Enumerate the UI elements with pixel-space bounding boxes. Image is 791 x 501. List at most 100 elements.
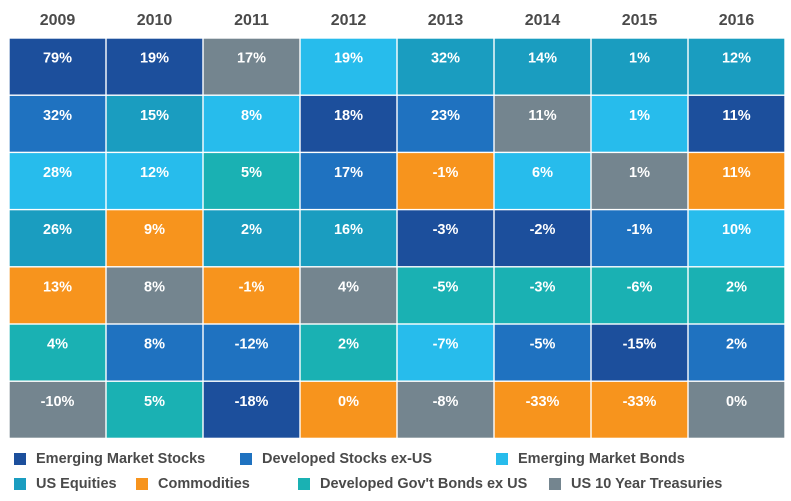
legend-item-emerging-market-stocks: Emerging Market Stocks	[14, 451, 240, 467]
cell-emerging-market-stocks	[397, 210, 494, 267]
legend-item-commodities: Commodities	[136, 476, 298, 492]
legend-label: US Equities	[36, 475, 117, 492]
cell-emerging-market-stocks	[203, 381, 300, 438]
cell-developed-stocks-ex-us	[688, 324, 785, 381]
year-header: 2015	[622, 12, 658, 29]
cell-value-label: 2%	[726, 337, 747, 353]
cell-commodities	[300, 381, 397, 438]
cell-emerging-market-stocks	[591, 324, 688, 381]
cell-value-label: 32%	[431, 51, 460, 67]
cell-value-label: 11%	[722, 165, 750, 181]
year-header: 2012	[331, 12, 367, 29]
cell-value-label: 2%	[241, 222, 262, 238]
cell-value-label: -6%	[627, 279, 653, 295]
cell-value-label: 0%	[726, 394, 747, 410]
cell-emerging-market-bonds	[591, 95, 688, 152]
cell-value-label: 5%	[144, 394, 165, 410]
cell-developed-stocks-ex-us	[106, 324, 203, 381]
cell-commodities	[591, 381, 688, 438]
legend-swatch	[240, 452, 252, 465]
cell-developed-stocks-ex-us	[300, 153, 397, 209]
cell-developed-govt-bonds-ex-us	[688, 267, 785, 324]
legend-swatch	[136, 477, 148, 490]
cell-value-label: 12%	[722, 51, 751, 67]
year-header: 2014	[525, 12, 561, 29]
cell-value-label: 19%	[140, 51, 169, 67]
cell-us-equities	[397, 38, 494, 95]
cell-value-label: -1%	[627, 222, 653, 238]
legend-swatch	[549, 477, 561, 490]
cell-developed-govt-bonds-ex-us	[494, 267, 591, 324]
legend-swatch	[496, 452, 508, 465]
legend-label: Emerging Market Bonds	[518, 450, 685, 467]
legend-label: Developed Stocks ex-US	[262, 450, 433, 467]
cell-developed-stocks-ex-us	[203, 324, 300, 381]
legend-label: Commodities	[158, 475, 250, 492]
cell-value-label: 1%	[629, 51, 650, 67]
cell-us-equities	[106, 95, 203, 152]
cell-emerging-market-stocks	[688, 95, 785, 152]
cell-value-label: 10%	[722, 222, 751, 238]
cell-us-equities	[203, 210, 300, 267]
cell-emerging-market-bonds	[9, 153, 106, 209]
cell-value-label: 1%	[629, 165, 650, 181]
cell-commodities	[9, 267, 106, 324]
year-header: 2013	[428, 12, 464, 29]
cell-us-10-year-treasuries	[494, 95, 591, 152]
cell-value-label: 32%	[43, 108, 72, 124]
cell-us-10-year-treasuries	[591, 153, 688, 209]
cell-value-label: 23%	[431, 108, 460, 124]
cell-value-label: 9%	[144, 222, 165, 238]
cells: 79% 32% 28% 26% 13% 4% -10% 19% 15% 12% 9% 8% 8% 5% 17…	[9, 38, 785, 438]
legend-item-emerging-market-bonds: Emerging Market Bonds	[496, 451, 685, 467]
cell-commodities	[494, 381, 591, 438]
cell-value-label: -7%	[433, 337, 459, 353]
cell-emerging-market-stocks	[106, 38, 203, 95]
cell-value-label: -5%	[530, 337, 556, 353]
cell-developed-govt-bonds-ex-us	[203, 153, 300, 209]
cell-value-label: -2%	[530, 222, 556, 238]
legend-swatch	[14, 452, 26, 465]
cell-value-label: 13%	[43, 279, 72, 295]
cell-value-label: 18%	[334, 108, 363, 124]
cell-us-10-year-treasuries	[300, 267, 397, 324]
cell-value-label: 8%	[144, 337, 165, 353]
cell-value-label: 2%	[338, 337, 359, 353]
cell-emerging-market-bonds	[106, 153, 203, 209]
cell-emerging-market-bonds	[300, 38, 397, 95]
cell-emerging-market-bonds	[397, 324, 494, 381]
year-header: 2011	[234, 12, 269, 29]
cell-value-label: 79%	[43, 51, 72, 67]
cell-value-label: 17%	[334, 165, 363, 181]
cell-value-label: -1%	[239, 279, 265, 295]
cell-us-equities	[688, 38, 785, 95]
legend-row-2: US Equities Commodities Developed Gov't …	[14, 471, 784, 496]
cell-commodities	[397, 153, 494, 209]
cell-developed-govt-bonds-ex-us	[591, 267, 688, 324]
cell-developed-govt-bonds-ex-us	[9, 324, 106, 381]
legend-swatch	[298, 477, 310, 490]
cell-emerging-market-stocks	[494, 210, 591, 267]
cell-developed-govt-bonds-ex-us	[106, 381, 203, 438]
cell-commodities	[688, 153, 785, 209]
cell-value-label: -5%	[433, 279, 459, 295]
legend-label: Emerging Market Stocks	[36, 450, 206, 467]
cell-value-label: -33%	[526, 394, 560, 410]
cell-value-label: 28%	[43, 165, 72, 181]
cell-us-equities	[300, 210, 397, 267]
cell-value-label: 14%	[528, 51, 557, 67]
cell-value-label: 8%	[144, 279, 165, 295]
cell-developed-stocks-ex-us	[591, 210, 688, 267]
cell-value-label: -3%	[433, 222, 459, 238]
cell-value-label: 12%	[140, 165, 169, 181]
cell-value-label: 19%	[334, 51, 363, 67]
cell-us-equities	[9, 210, 106, 267]
legend-item-developed-govt-bonds-ex-us: Developed Gov't Bonds ex US	[298, 476, 549, 492]
legend: Emerging Market Stocks Developed Stocks …	[14, 446, 784, 496]
legend-item-developed-stocks-ex-us: Developed Stocks ex-US	[240, 451, 496, 467]
cell-us-10-year-treasuries	[106, 267, 203, 324]
cell-emerging-market-bonds	[203, 95, 300, 152]
cell-value-label: -10%	[41, 394, 75, 410]
cell-emerging-market-stocks	[9, 38, 106, 95]
cell-value-label: 4%	[338, 279, 359, 295]
